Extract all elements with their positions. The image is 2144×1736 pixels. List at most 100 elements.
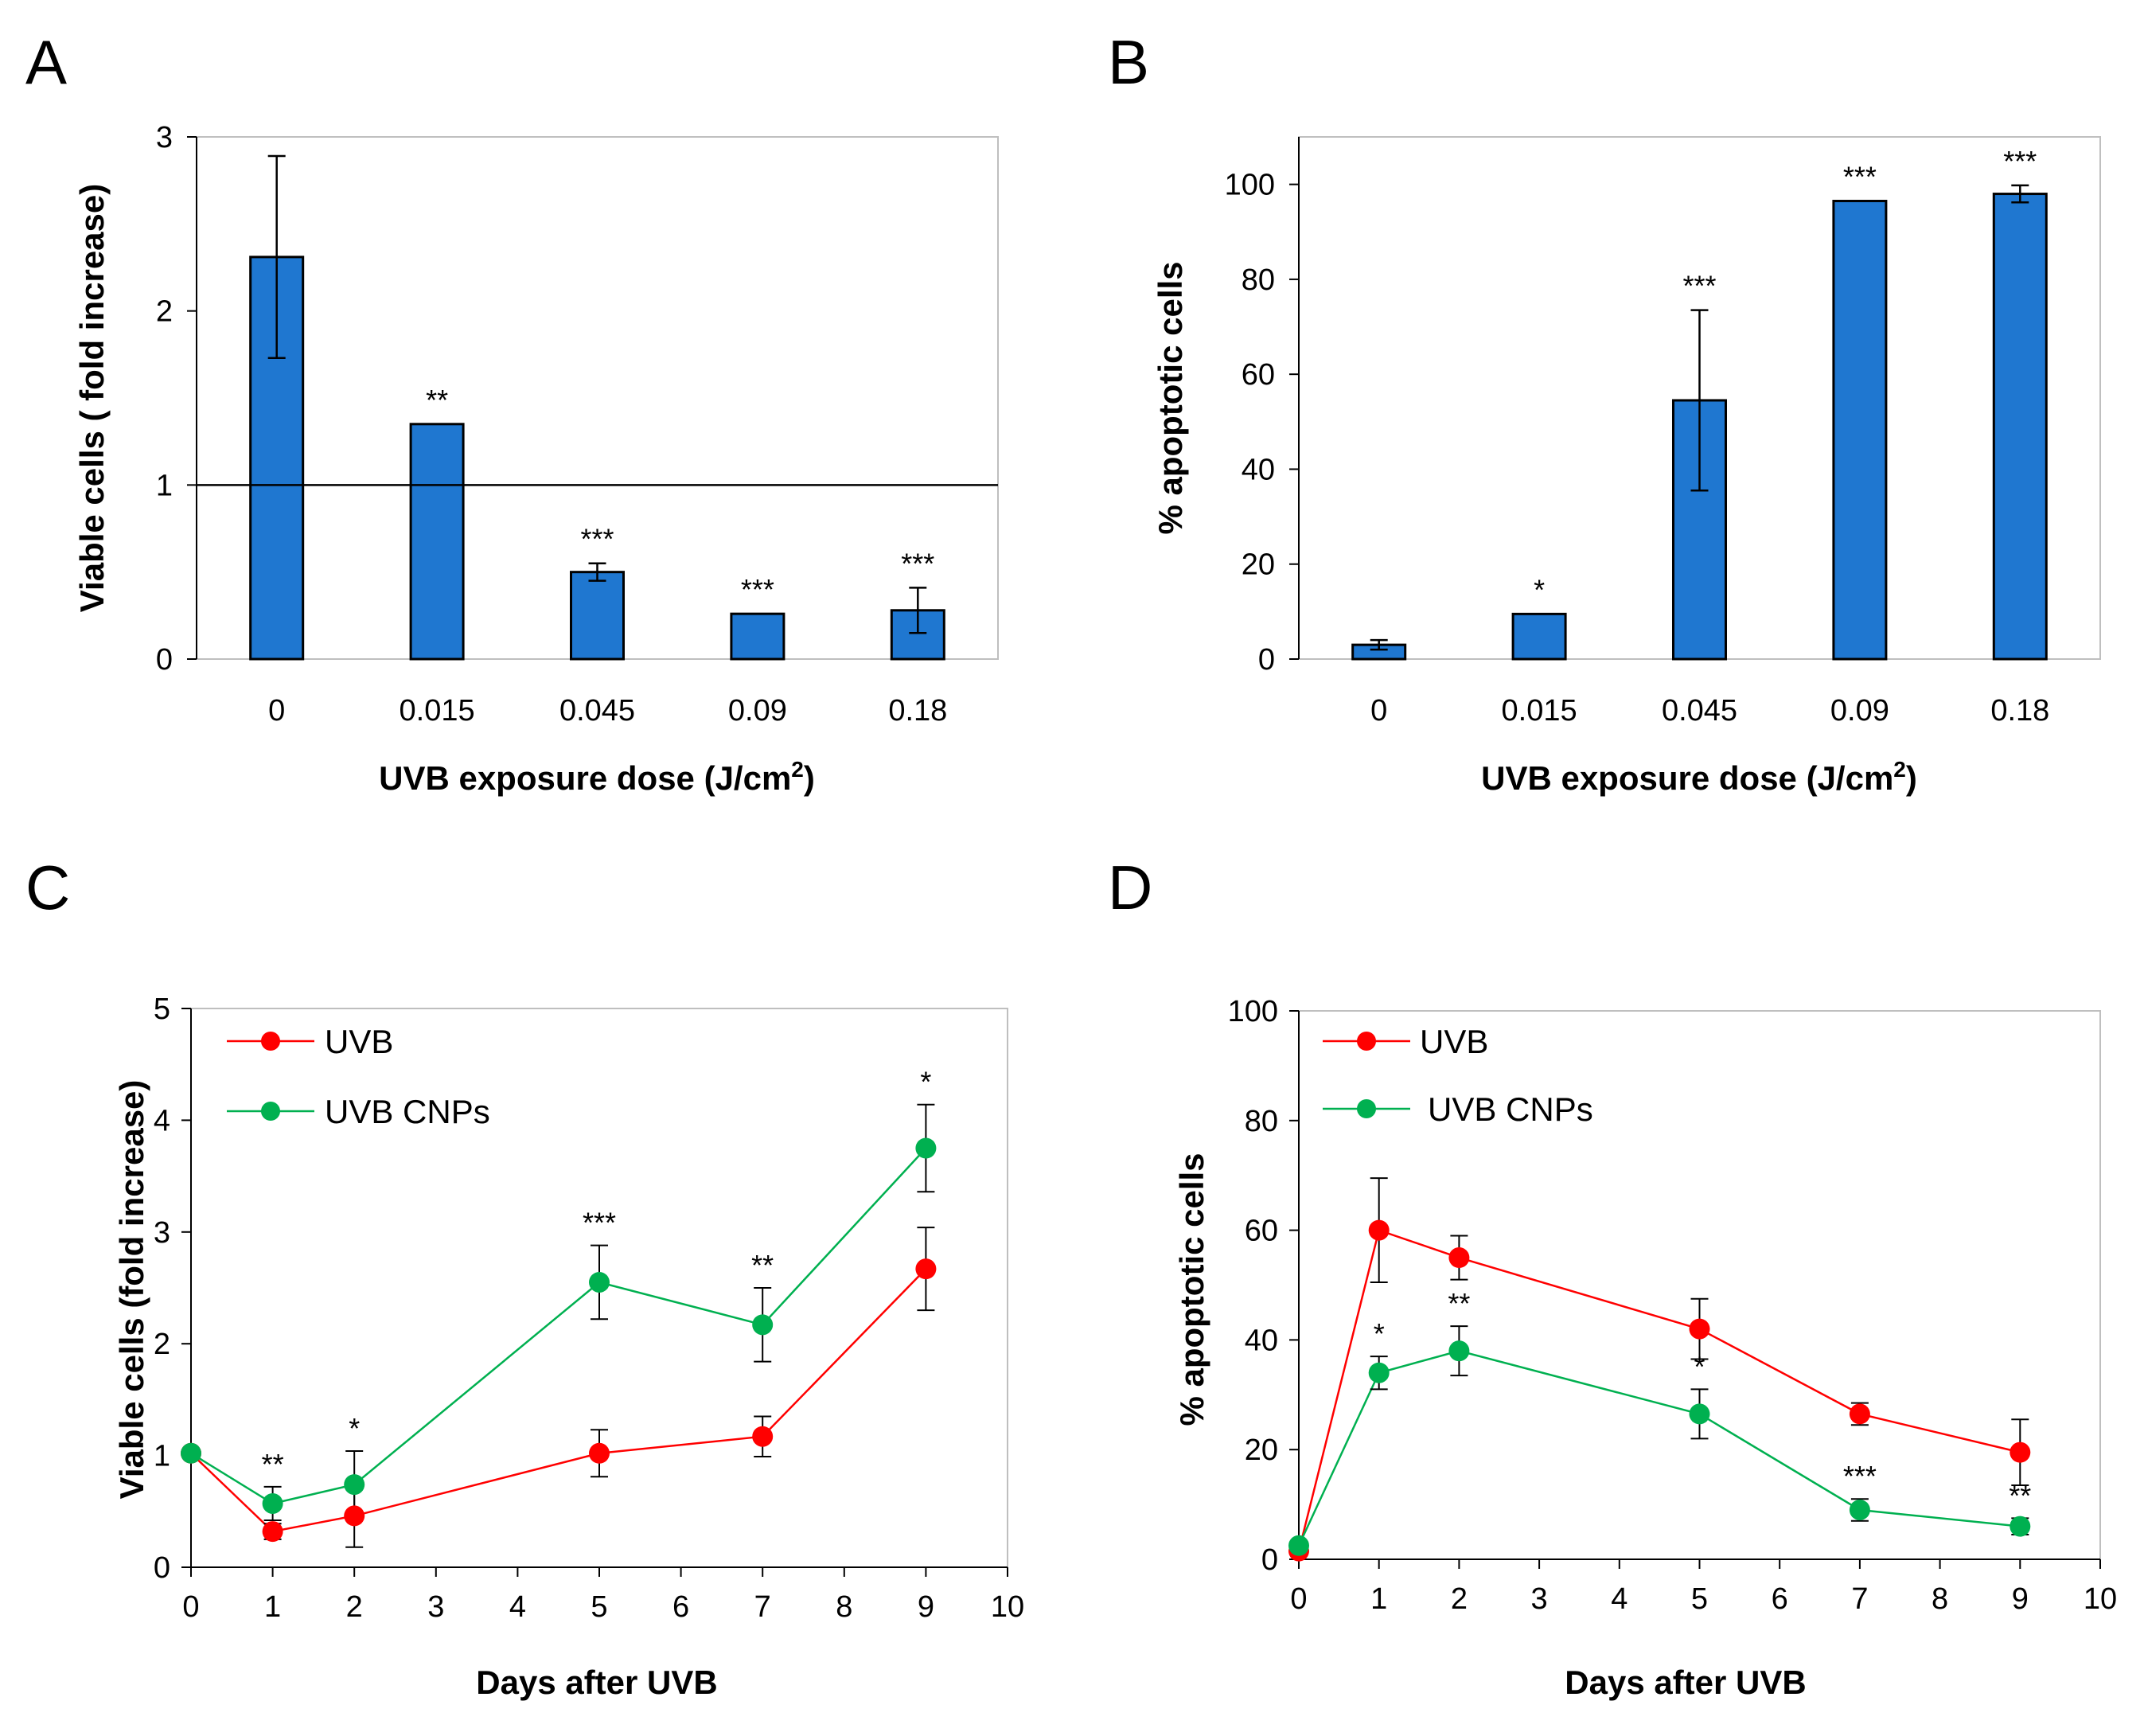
x-tick-label: 3	[1531, 1582, 1548, 1616]
x-tick-label: 1	[1370, 1582, 1387, 1616]
data-point	[344, 1474, 365, 1496]
y-axis-title-a: Viable cells ( fold increase)	[73, 184, 111, 612]
bar	[570, 571, 625, 661]
x-tick-label: 0.18	[1990, 694, 2049, 728]
data-point	[181, 1442, 201, 1464]
x-tick-label: 0.045	[1662, 694, 1737, 728]
x-tick-label: 0.09	[1830, 694, 1889, 728]
y-tick-label: 100	[1225, 169, 1275, 202]
bar	[1832, 200, 1888, 661]
data-point	[344, 1505, 365, 1527]
axes-d: 0 20 40 60 80 100 0 1 2 3 4 5 6 7 8 9 10	[1228, 995, 2118, 1616]
bars-b: ******* ***	[1351, 145, 2048, 661]
y-ticks-b: 0 20 40 60 80 100	[1225, 169, 1299, 677]
panel-letter-d: D	[1108, 852, 1152, 923]
legend-marker-uvb-d	[1357, 1032, 1376, 1051]
significance-label: ***	[1843, 1460, 1877, 1492]
y-tick-label: 1	[154, 1440, 170, 1473]
x-tick-labels-a: 0 0.015 0.045 0.09 0.18	[268, 694, 947, 728]
bar	[1992, 193, 2048, 661]
significance-label: *	[1694, 1350, 1705, 1383]
x-tick-label: 0.18	[888, 694, 947, 728]
significance-label: **	[1448, 1287, 1470, 1320]
axes-c: 0 1 2 3 4 5 0 1 2 3 4 5 6 7 8 9 10	[154, 993, 1024, 1624]
significance-label: **	[751, 1249, 774, 1282]
y-tick-label: 100	[1228, 995, 1278, 1028]
x-tick-label: 0.015	[1502, 694, 1577, 728]
data-point	[1448, 1340, 1470, 1362]
legend-marker-uvb-c	[261, 1032, 280, 1051]
series-line	[190, 1268, 927, 1533]
series-line	[190, 1147, 927, 1505]
panel-letter-b: B	[1108, 27, 1149, 97]
x-tick-label: 4	[1611, 1582, 1627, 1616]
series-d: *********	[1288, 1177, 2031, 1562]
data-point	[1689, 1403, 1710, 1425]
data-point	[1689, 1318, 1710, 1340]
y-tick-label: 2	[156, 295, 173, 329]
legend-label-cnps-c: UVB CNPs	[325, 1093, 490, 1130]
data-point	[1368, 1219, 1390, 1241]
series-line	[1297, 1349, 2021, 1547]
legend-label-uvb-c: UVB	[325, 1023, 393, 1060]
x-tick-label: 8	[836, 1590, 852, 1624]
data-point	[1368, 1362, 1390, 1383]
data-point	[262, 1521, 283, 1543]
y-tick-label: 60	[1242, 358, 1275, 392]
x-axis-title-a: UVB exposure dose (J/cm2)	[379, 757, 815, 797]
significance-label: ***	[1843, 161, 1877, 193]
x-tick-label: 7	[754, 1590, 771, 1624]
x-tick-label: 3	[427, 1590, 444, 1624]
y-tick-label: 40	[1245, 1324, 1278, 1357]
x-tick-label: 0.045	[559, 694, 635, 728]
significance-label: **	[2009, 1479, 2031, 1512]
data-point	[915, 1258, 937, 1280]
y-tick-label: 0	[1258, 643, 1275, 677]
y-tick-label: 3	[156, 121, 173, 154]
y-axis-title-d: % apoptotic cells	[1173, 1153, 1210, 1426]
x-tick-label: 9	[918, 1590, 934, 1624]
x-tick-label: 1	[264, 1590, 281, 1624]
x-tick-label: 10	[991, 1590, 1024, 1624]
significance-label: *	[1374, 1317, 1385, 1350]
significance-label: **	[262, 1448, 284, 1480]
bar	[730, 612, 785, 661]
y-ticks-a: 0 1 2 3	[156, 121, 197, 677]
x-tick-label: 0	[182, 1590, 199, 1624]
data-point	[752, 1314, 774, 1336]
y-tick-label: 1	[156, 469, 173, 502]
significance-label: *	[1534, 573, 1545, 606]
x-axis-title-d: Days after UVB	[1565, 1664, 1806, 1701]
significance-label: ***	[901, 547, 934, 579]
data-point	[589, 1442, 610, 1464]
x-tick-label: 2	[1451, 1582, 1468, 1616]
y-tick-label: 80	[1245, 1105, 1278, 1138]
significance-label: ***	[583, 1207, 616, 1239]
significance-label: *	[349, 1412, 360, 1445]
x-axis-title-c: Days after UVB	[476, 1664, 717, 1701]
x-tick-label: 2	[346, 1590, 363, 1624]
y-tick-label: 40	[1242, 453, 1275, 486]
data-point	[262, 1492, 283, 1514]
data-point	[589, 1271, 610, 1293]
data-point	[1849, 1403, 1870, 1425]
y-tick-label: 4	[154, 1104, 170, 1137]
bar	[409, 423, 465, 661]
x-tick-label: 0	[1290, 1582, 1307, 1616]
y-tick-label: 3	[154, 1216, 170, 1250]
y-tick-label: 0	[1261, 1543, 1278, 1577]
x-tick-label: 0	[1370, 694, 1387, 728]
x-tick-label: 5	[591, 1590, 607, 1624]
legend-label-cnps-d: UVB CNPs	[1428, 1090, 1593, 1128]
y-tick-label: 20	[1245, 1434, 1278, 1467]
x-tick-label: 5	[1691, 1582, 1708, 1616]
y-tick-label: 2	[154, 1328, 170, 1361]
data-point	[915, 1137, 937, 1159]
legend-d: UVB UVB CNPs	[1323, 1023, 1593, 1128]
significance-label: *	[920, 1066, 931, 1098]
x-tick-label: 6	[672, 1590, 689, 1624]
